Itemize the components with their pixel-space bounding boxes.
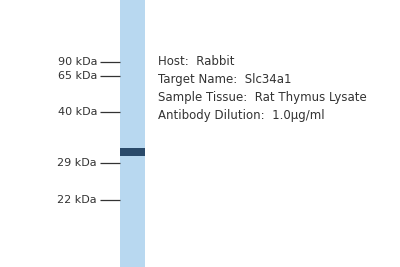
Text: Target Name:  Slc34a1: Target Name: Slc34a1: [158, 73, 292, 86]
Text: Host:  Rabbit: Host: Rabbit: [158, 55, 234, 68]
Text: Sample Tissue:  Rat Thymus Lysate: Sample Tissue: Rat Thymus Lysate: [158, 91, 367, 104]
Text: 40 kDa: 40 kDa: [58, 107, 97, 117]
Text: 65 kDa: 65 kDa: [58, 71, 97, 81]
Text: 29 kDa: 29 kDa: [57, 158, 97, 168]
Bar: [120, 0, 145, 267]
Text: 90 kDa: 90 kDa: [58, 57, 97, 67]
Text: 22 kDa: 22 kDa: [57, 195, 97, 205]
Text: Antibody Dilution:  1.0μg/ml: Antibody Dilution: 1.0μg/ml: [158, 109, 325, 122]
Bar: [120, 148, 145, 156]
